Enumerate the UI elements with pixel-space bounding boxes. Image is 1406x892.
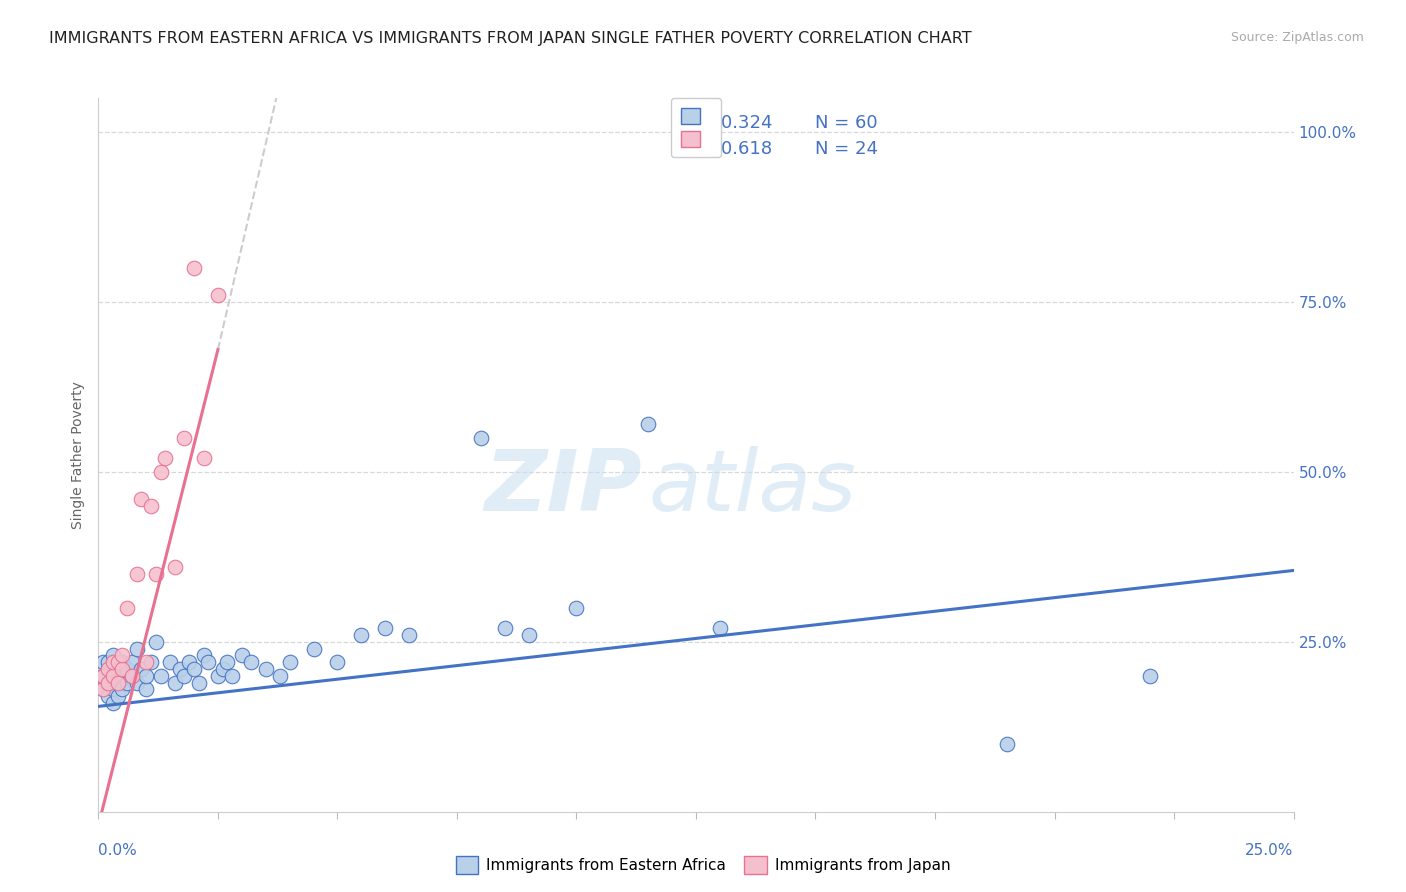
Point — [278, 655, 301, 669]
Point — [97, 675, 120, 690]
Point — [115, 675, 138, 690]
Point — [193, 451, 215, 466]
Point — [121, 669, 143, 683]
Point — [565, 600, 588, 615]
Point — [149, 465, 172, 479]
Y-axis label: Single Father Poverty: Single Father Poverty — [72, 381, 86, 529]
Point — [91, 682, 114, 697]
Point — [145, 566, 167, 581]
Point — [107, 655, 129, 669]
Point — [101, 655, 124, 669]
Text: atlas: atlas — [648, 445, 856, 529]
Point — [207, 288, 229, 302]
Point — [101, 682, 124, 697]
Point — [121, 669, 143, 683]
Point — [111, 662, 134, 676]
Point — [374, 621, 396, 635]
Point — [211, 662, 233, 676]
Point — [145, 635, 167, 649]
Point — [217, 655, 239, 669]
Point — [101, 696, 124, 710]
Point — [107, 675, 129, 690]
Point — [326, 655, 349, 669]
Point — [107, 675, 129, 690]
Point — [207, 669, 229, 683]
Point — [125, 566, 148, 581]
Point — [163, 675, 186, 690]
Point — [91, 682, 114, 697]
Legend: , : , — [671, 98, 721, 157]
Text: R = 0.618: R = 0.618 — [682, 139, 772, 158]
Point — [97, 689, 120, 703]
Point — [97, 655, 120, 669]
Point — [183, 260, 205, 275]
Point — [637, 417, 659, 432]
Point — [125, 675, 148, 690]
Point — [125, 641, 148, 656]
Point — [709, 621, 731, 635]
Point — [187, 675, 209, 690]
Point — [107, 662, 129, 676]
Point — [115, 662, 138, 676]
Point — [149, 669, 172, 683]
Point — [91, 655, 114, 669]
Point — [139, 655, 162, 669]
Point — [135, 682, 157, 697]
Point — [121, 655, 143, 669]
Point — [1139, 669, 1161, 683]
Point — [169, 662, 191, 676]
Point — [193, 648, 215, 663]
Point — [269, 669, 291, 683]
Point — [398, 628, 420, 642]
Point — [221, 669, 243, 683]
Legend: Immigrants from Eastern Africa, Immigrants from Japan: Immigrants from Eastern Africa, Immigran… — [450, 850, 956, 880]
Point — [179, 655, 201, 669]
Text: ZIP: ZIP — [485, 445, 643, 529]
Point — [517, 628, 540, 642]
Point — [197, 655, 219, 669]
Point — [91, 669, 114, 683]
Point — [254, 662, 277, 676]
Point — [183, 662, 205, 676]
Point — [470, 431, 492, 445]
Text: 0.0%: 0.0% — [98, 843, 138, 857]
Point — [995, 737, 1018, 751]
Point — [101, 669, 124, 683]
Point — [139, 499, 162, 513]
Point — [163, 560, 186, 574]
Point — [111, 648, 134, 663]
Text: R = 0.324: R = 0.324 — [682, 114, 772, 132]
Point — [111, 682, 134, 697]
Text: Source: ZipAtlas.com: Source: ZipAtlas.com — [1230, 31, 1364, 45]
Point — [131, 662, 153, 676]
Text: IMMIGRANTS FROM EASTERN AFRICA VS IMMIGRANTS FROM JAPAN SINGLE FATHER POVERTY CO: IMMIGRANTS FROM EASTERN AFRICA VS IMMIGR… — [49, 31, 972, 46]
Point — [302, 641, 325, 656]
Point — [494, 621, 516, 635]
Text: N = 60: N = 60 — [815, 114, 879, 132]
Point — [135, 669, 157, 683]
Point — [97, 662, 120, 676]
Point — [350, 628, 373, 642]
Text: 25.0%: 25.0% — [1246, 843, 1294, 857]
Point — [131, 492, 153, 507]
Point — [135, 655, 157, 669]
Point — [159, 655, 181, 669]
Point — [115, 600, 138, 615]
Point — [97, 662, 120, 676]
Point — [101, 648, 124, 663]
Point — [111, 655, 134, 669]
Point — [231, 648, 253, 663]
Point — [155, 451, 177, 466]
Point — [111, 669, 134, 683]
Point — [173, 669, 195, 683]
Text: N = 24: N = 24 — [815, 139, 879, 158]
Point — [107, 689, 129, 703]
Point — [240, 655, 263, 669]
Point — [97, 675, 120, 690]
Point — [101, 669, 124, 683]
Point — [173, 431, 195, 445]
Point — [91, 669, 114, 683]
